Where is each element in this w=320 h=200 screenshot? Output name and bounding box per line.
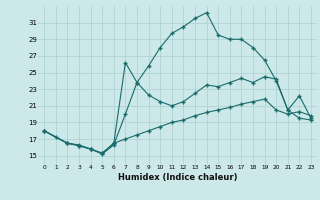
X-axis label: Humidex (Indice chaleur): Humidex (Indice chaleur) bbox=[118, 173, 237, 182]
